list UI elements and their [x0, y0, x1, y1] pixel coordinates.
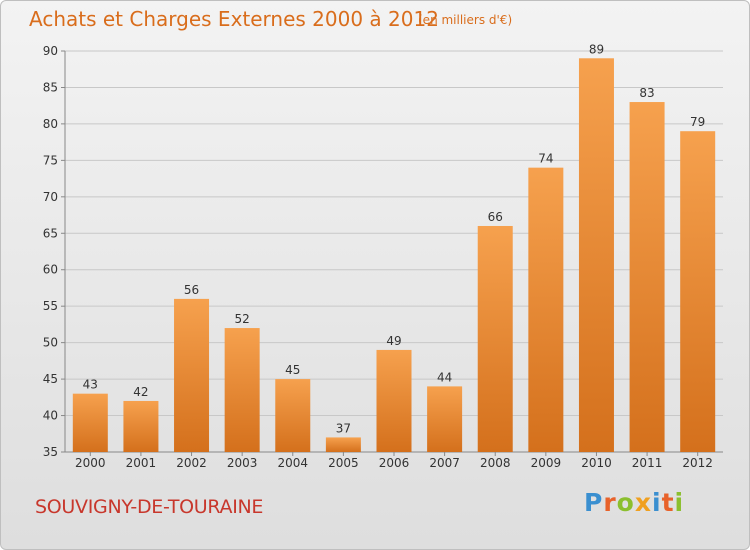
- logo-letter: t: [661, 488, 675, 517]
- y-tick-label: 85: [43, 80, 58, 94]
- logo-letter: P: [584, 488, 604, 517]
- x-tick-label: 2010: [581, 456, 612, 470]
- bar-value-label: 56: [184, 283, 199, 297]
- y-tick-label: 60: [43, 263, 58, 277]
- y-tick-label: 45: [43, 372, 58, 386]
- x-tick-label: 2011: [632, 456, 663, 470]
- logo-letter: r: [603, 488, 617, 517]
- logo-letter: i: [674, 488, 685, 517]
- y-tick-label: 40: [43, 409, 58, 423]
- y-tick-label: 35: [43, 445, 58, 459]
- proxiti-logo[interactable]: Proxiti: [584, 488, 684, 517]
- x-tick-label: 2006: [379, 456, 410, 470]
- bar: [680, 131, 716, 452]
- x-tick-label: 2003: [227, 456, 258, 470]
- bar-value-label: 83: [639, 86, 654, 100]
- bar-value-label: 66: [488, 210, 503, 224]
- y-tick-label: 50: [43, 336, 58, 350]
- y-tick-label: 65: [43, 226, 58, 240]
- chart-subtitle: (en milliers d'€): [418, 13, 513, 27]
- bar: [376, 349, 412, 452]
- y-tick-label: 75: [43, 153, 58, 167]
- bar-value-label: 49: [386, 334, 401, 348]
- x-tick-label: 2005: [328, 456, 359, 470]
- y-tick-label: 55: [43, 299, 58, 313]
- bar-value-label: 37: [336, 421, 351, 435]
- x-tick-label: 2007: [429, 456, 460, 470]
- x-tick-label: 2000: [75, 456, 106, 470]
- bar-value-label: 74: [538, 152, 553, 166]
- bar-value-label: 79: [690, 115, 705, 129]
- bar: [275, 379, 311, 452]
- x-tick-label: 2009: [531, 456, 562, 470]
- bar: [224, 328, 260, 452]
- y-tick-label: 80: [43, 117, 58, 131]
- bar-value-label: 43: [83, 378, 98, 392]
- bar-value-label: 42: [133, 385, 148, 399]
- chart-title: Achats et Charges Externes 2000 à 2012: [29, 7, 439, 31]
- logo-letter: o: [616, 488, 635, 517]
- bar-value-label: 89: [589, 42, 604, 56]
- bar: [629, 102, 665, 452]
- x-tick-label: 2001: [126, 456, 157, 470]
- bar: [174, 298, 210, 452]
- bar-value-label: 44: [437, 370, 452, 384]
- x-tick-label: 2002: [176, 456, 207, 470]
- bar: [477, 225, 513, 452]
- bar-value-label: 52: [235, 312, 250, 326]
- commune-name: SOUVIGNY-DE-TOURAINE: [35, 496, 264, 518]
- bar: [528, 167, 564, 452]
- x-tick-label: 2012: [682, 456, 713, 470]
- bar: [123, 400, 159, 452]
- bar: [72, 393, 108, 452]
- bar: [427, 386, 463, 452]
- y-tick-label: 70: [43, 190, 58, 204]
- x-tick-label: 2004: [277, 456, 308, 470]
- bar: [578, 58, 614, 453]
- y-tick-label: 90: [43, 44, 58, 58]
- x-tick-label: 2008: [480, 456, 511, 470]
- logo-letter: x: [634, 488, 652, 517]
- bar: [325, 437, 361, 452]
- logo-letter: i: [652, 488, 662, 517]
- bar-value-label: 45: [285, 363, 300, 377]
